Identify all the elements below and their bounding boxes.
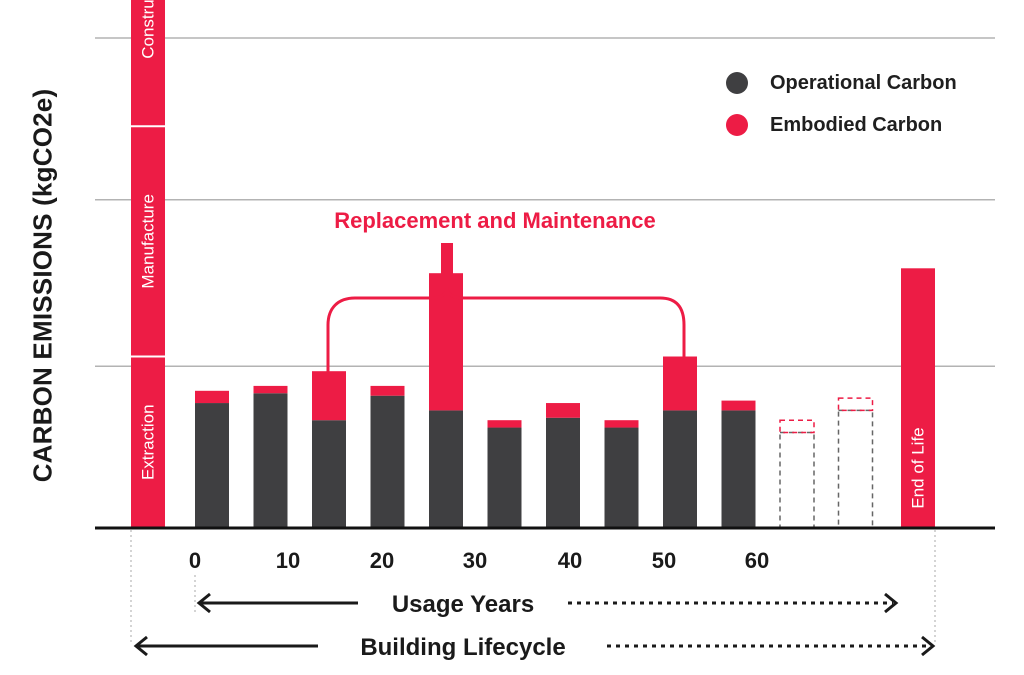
operational-bar-4: [429, 410, 463, 528]
projected-operational-bar-1: [837, 409, 874, 529]
x-tick-20: 20: [370, 548, 394, 573]
operational-bar-3: [370, 395, 405, 528]
embodied-bar-5: [487, 420, 522, 428]
stage-bar-manufacture: [131, 126, 165, 357]
operational-bar-1: [253, 393, 288, 528]
timeline-arrows: [130, 530, 936, 657]
operational-bar-7: [604, 427, 639, 528]
stage-label-manufacture: Manufacture: [139, 194, 158, 289]
embodied-dot-icon: [726, 114, 748, 136]
operational-bar-2: [312, 420, 346, 528]
legend: Operational Carbon Embodied Carbon: [726, 62, 957, 146]
bracket-center-arrowhead: [437, 312, 457, 329]
projected-embodied-bar-0: [779, 419, 815, 434]
x-tick-30: 30: [463, 548, 487, 573]
legend-item-embodied: Embodied Carbon: [726, 104, 957, 146]
projected-operational-bar-0: [779, 431, 815, 529]
replacement-maintenance-label: Replacement and Maintenance: [334, 208, 656, 233]
lifecycle-left-arrowhead: [133, 635, 148, 657]
stage-label-extraction: Extraction: [139, 404, 158, 480]
embodied-bar-3: [370, 385, 405, 396]
operational-bar-9: [721, 410, 756, 528]
usage-right-arrowhead: [884, 592, 899, 614]
bracket-left-arrowhead: [318, 377, 338, 394]
usage-left-arrowhead: [196, 592, 211, 614]
operational-dot-icon: [726, 72, 748, 94]
legend-label-operational: Operational Carbon: [770, 71, 957, 94]
gridlines: [95, 37, 995, 368]
stage-bar-construction: [131, 0, 165, 127]
usage-years-label: Usage Years: [392, 591, 534, 618]
projected-embodied-bar-1: [837, 397, 874, 412]
embodied-bar-0: [195, 390, 229, 404]
x-tick-0: 0: [189, 548, 201, 573]
x-tick-60: 60: [745, 548, 769, 573]
embodied-bar-6: [546, 403, 580, 418]
stage-bar-extraction: [131, 356, 165, 528]
end-of-life-bar: [901, 268, 935, 528]
stage-label-construction: Construction: [139, 0, 158, 59]
replacement-bracket: [318, 243, 694, 394]
end-of-life-label: End of Life: [909, 427, 928, 508]
building-lifecycle-label: Building Lifecycle: [360, 634, 565, 661]
x-tick-50: 50: [652, 548, 676, 573]
operational-bar-5: [487, 427, 522, 528]
operational-bar-0: [195, 403, 229, 528]
x-tick-labels: 0 10 20 30 40 50 60: [189, 548, 769, 573]
embodied-bar-9: [721, 400, 756, 411]
bracket-left-arm: [326, 285, 449, 385]
bracket-stem: [441, 243, 453, 286]
operational-bar-8: [663, 410, 697, 528]
embodied-bar-7: [604, 420, 639, 428]
bracket-right-arm: [445, 285, 686, 383]
embodied-bar-1: [253, 385, 288, 394]
x-tick-10: 10: [276, 548, 300, 573]
bracket-right-arrowhead: [674, 375, 694, 392]
lifecycle-right-arrowhead: [921, 635, 936, 657]
bars: Extraction Manufacture Construction End of …: [131, 0, 935, 529]
legend-label-embodied: Embodied Carbon: [770, 113, 943, 136]
x-tick-40: 40: [558, 548, 582, 573]
operational-bar-6: [546, 417, 580, 528]
legend-item-operational: Operational Carbon: [726, 62, 957, 104]
